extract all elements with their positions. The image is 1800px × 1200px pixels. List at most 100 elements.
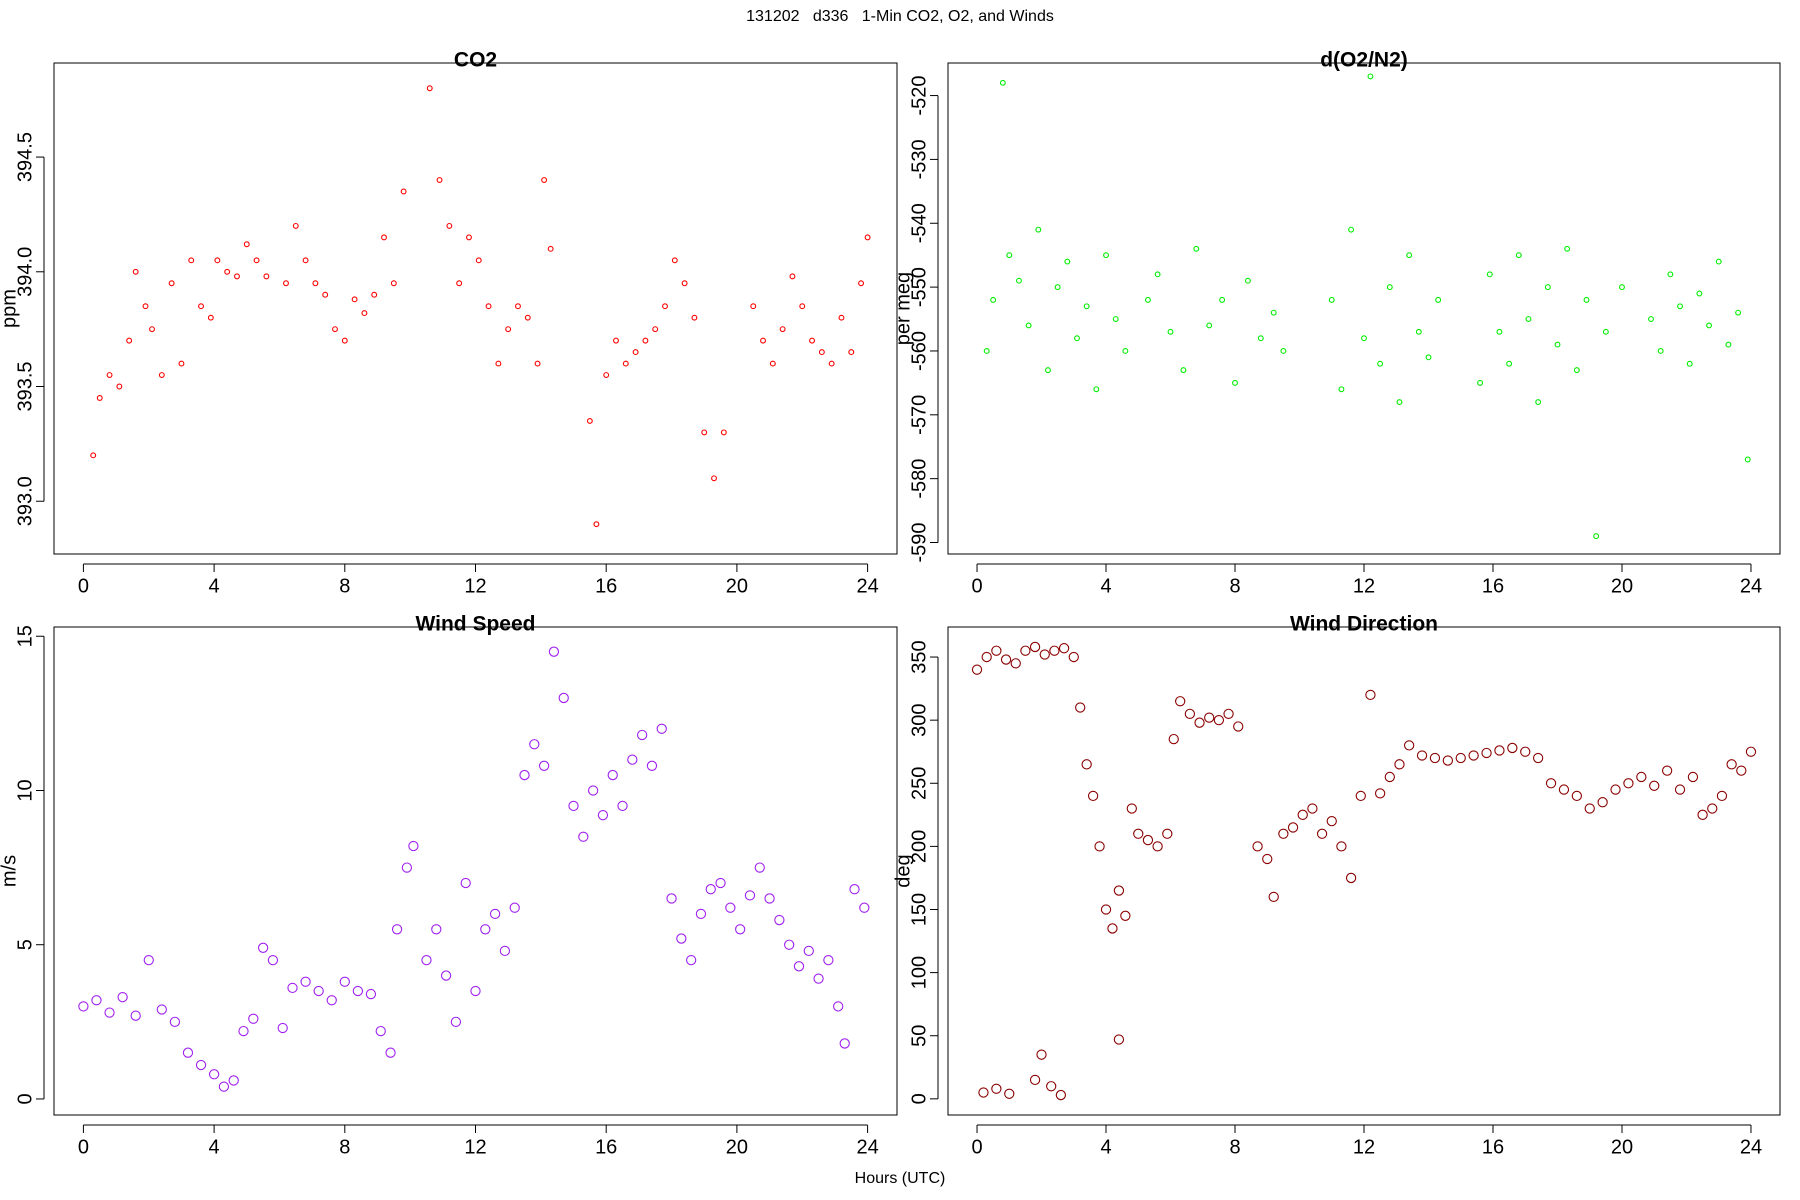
data-point [1100,904,1112,915]
y-tick-label: 394.0 [14,247,36,297]
data-point [541,177,548,183]
data-point [538,760,550,771]
data-point [248,1013,259,1024]
data-point [1377,360,1384,367]
data-point [1435,296,1442,303]
data-point [1206,322,1213,329]
data-point [431,924,442,935]
data-point [1345,872,1357,884]
data-point [126,337,133,344]
data-point [744,890,756,901]
data-point [1107,923,1118,934]
data-point [1745,746,1757,757]
x-tick-label: 4 [1100,575,1111,597]
data-point [1386,284,1393,291]
data-point [130,1010,141,1021]
data-point [524,314,531,321]
data-point [1367,73,1374,80]
data-point [686,954,697,966]
data-point [809,337,815,344]
data-point [1326,815,1337,827]
x-tick-label: 24 [1740,575,1762,597]
data-point [475,257,482,264]
y-tick-label: -590 [908,522,930,562]
data-point [823,954,834,966]
data-point [1674,784,1686,795]
data-point [1403,740,1415,751]
data-point [143,954,154,966]
x-tick-label: 0 [78,575,89,597]
y-axis-label: m/s [0,855,20,887]
data-point [188,257,195,264]
data-point [1554,341,1561,348]
data-point [1573,367,1580,374]
data-point [234,273,240,280]
data-point [568,800,579,812]
data-point [864,234,871,241]
x-tick-label: 8 [339,1136,350,1158]
x-tick-label: 0 [971,1136,982,1158]
x-tick-label: 4 [1100,1136,1111,1158]
data-point [793,961,805,972]
data-point [848,349,855,356]
data-point [322,291,329,298]
data-point [1029,641,1041,653]
data-point [1004,1088,1015,1099]
data-point [169,1016,181,1027]
data-point [1365,689,1376,701]
plot-frame [947,626,1781,1116]
data-point [1348,226,1355,233]
data-point [1133,828,1144,839]
data-point [1328,296,1335,303]
data-point [1394,759,1405,770]
data-point [681,280,688,287]
data-point [597,810,609,821]
data-point [132,268,139,275]
data-point [656,723,667,734]
data-point [1035,226,1042,233]
data-point [818,349,825,356]
data-point [96,395,103,401]
data-point [1619,284,1625,291]
data-point [228,1075,239,1086]
data-point [1280,348,1287,354]
data-point [711,475,717,482]
data-point [1649,780,1660,791]
x-tick-label: 12 [1353,575,1375,597]
data-point [983,348,990,354]
x-tick-label: 16 [595,575,617,597]
plot-frame [947,62,1781,555]
data-point [1081,759,1092,770]
x-tick-label: 24 [1740,1136,1762,1158]
data-point [715,877,726,889]
data-point [178,360,185,367]
data-point [695,908,707,920]
data-point [519,769,530,781]
data-point [460,877,471,889]
data-point [480,924,491,935]
data-point [116,383,123,390]
data-point [617,800,628,812]
y-tick-label: -570 [908,395,930,435]
data-point [652,326,659,333]
panel-title: Wind Speed [416,613,536,636]
data-point [1506,360,1513,367]
data-point [287,982,298,994]
data-point [515,303,521,310]
data-point [981,651,992,663]
data-point [1120,910,1131,921]
data-point [1355,790,1366,802]
data-point [292,222,299,229]
data-point [509,902,520,913]
data-point [774,914,785,926]
data-point [705,884,716,895]
data-point [1532,752,1544,764]
data-point [456,280,463,287]
data-point [760,337,766,344]
x-axis-label: Hours (UTC) [855,1170,946,1187]
data-point [547,245,554,252]
data-point [1544,284,1551,291]
data-point [408,840,419,852]
data-point [466,234,472,241]
y-tick-label: 50 [908,1025,930,1047]
